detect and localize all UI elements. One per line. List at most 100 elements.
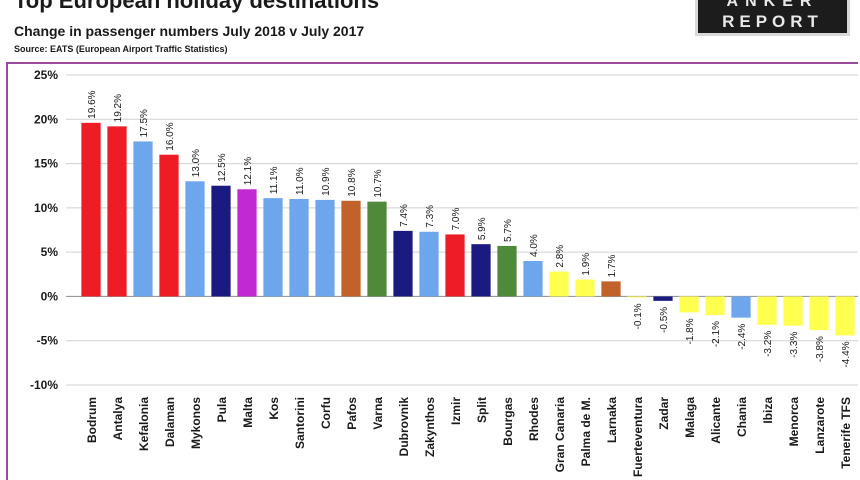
bar	[653, 296, 673, 301]
bar	[237, 189, 257, 297]
value-label: 7.3%	[425, 205, 436, 228]
value-label: -0.1%	[633, 303, 644, 329]
value-label: -2.4%	[737, 324, 748, 350]
category-label: Pafos	[345, 397, 359, 430]
y-tick-label: -10%	[30, 378, 58, 392]
y-tick-label: 25%	[34, 68, 58, 82]
y-tick-label: 5%	[41, 245, 59, 259]
value-label: -4.4%	[841, 341, 852, 367]
category-label: Fuerteventura	[631, 397, 645, 477]
plot-border	[6, 62, 858, 480]
value-label: 2.8%	[555, 245, 566, 268]
bar	[419, 231, 439, 297]
bar	[497, 245, 517, 297]
category-label: Rhodes	[527, 397, 541, 441]
value-label: -2.1%	[711, 321, 722, 347]
bar	[523, 261, 543, 297]
value-label: 16.0%	[165, 122, 176, 150]
value-label: 4.0%	[529, 234, 540, 257]
bar	[315, 199, 335, 297]
bar	[731, 296, 751, 318]
category-label: Varna	[371, 397, 385, 430]
value-label: 10.7%	[373, 169, 384, 197]
bar	[445, 234, 465, 297]
category-label: Ibiza	[761, 397, 775, 424]
value-label: 12.1%	[243, 157, 254, 185]
bar	[133, 141, 153, 297]
value-label: 17.5%	[139, 109, 150, 137]
bar	[289, 199, 309, 297]
category-label: Corfu	[319, 397, 333, 429]
category-label: Pula	[215, 397, 229, 423]
bar	[809, 296, 829, 331]
category-label: Lanzarote	[813, 397, 827, 454]
value-label: -3.8%	[815, 336, 826, 362]
y-tick-label: 15%	[34, 157, 58, 171]
y-tick-label: 20%	[34, 112, 58, 126]
category-label: Alicante	[709, 397, 723, 444]
category-label: Bodrum	[85, 397, 99, 443]
value-label: 10.9%	[321, 167, 332, 195]
value-label: 13.0%	[191, 149, 202, 177]
anker-report-logo: ANKER REPORT	[695, 0, 850, 36]
chart-title: Top European holiday destinations	[14, 0, 380, 13]
bar	[211, 185, 231, 297]
category-label: Santorini	[293, 397, 307, 449]
category-label: Dalaman	[163, 397, 177, 447]
category-label: Izmir	[449, 397, 463, 425]
value-label: 10.8%	[347, 168, 358, 196]
value-label: 11.0%	[295, 167, 306, 195]
category-label: Malaga	[683, 397, 697, 438]
value-label: -0.5%	[659, 307, 670, 333]
category-label: Larnaka	[605, 397, 619, 443]
value-label: 7.4%	[399, 204, 410, 227]
category-label: Menorca	[787, 397, 801, 447]
category-label: Mykonos	[189, 397, 203, 449]
y-tick-label: 0%	[41, 289, 59, 303]
bar	[705, 296, 725, 316]
category-label: Zadar	[657, 397, 671, 430]
chart-subtitle: Change in passenger numbers July 2018 v …	[14, 23, 365, 39]
category-label: Bourgas	[501, 397, 515, 446]
chart-source: Source: EATS (European Airport Traffic S…	[14, 44, 228, 54]
bar	[263, 198, 283, 297]
category-label: Dubrovnik	[397, 397, 411, 457]
bar	[757, 296, 777, 325]
bar	[367, 201, 387, 297]
y-tick-label: -5%	[37, 334, 59, 348]
value-label: 7.0%	[451, 208, 462, 231]
category-label: Zakynthos	[423, 397, 437, 457]
bar	[107, 126, 127, 297]
value-label: -3.3%	[789, 332, 800, 358]
value-label: -3.2%	[763, 331, 774, 357]
category-label: Antalya	[111, 397, 125, 441]
bar	[471, 244, 491, 297]
value-label: 11.1%	[269, 166, 280, 194]
value-label: 5.7%	[503, 219, 514, 242]
bar	[159, 154, 179, 297]
value-label: 19.2%	[113, 94, 124, 122]
bar	[185, 181, 205, 297]
category-label: Palma de M.	[579, 397, 593, 466]
bar	[81, 122, 101, 297]
category-label: Malta	[241, 397, 255, 428]
value-label: 19.6%	[87, 90, 98, 118]
bar	[627, 296, 647, 298]
category-label: Chania	[735, 397, 749, 437]
category-label: Kos	[267, 397, 281, 420]
bar	[601, 281, 621, 297]
y-tick-label: 10%	[34, 201, 58, 215]
bar	[679, 296, 699, 313]
category-label: Kefalonia	[137, 397, 151, 451]
category-label: Tenerife TFS	[839, 397, 853, 469]
bar	[549, 271, 569, 297]
bar	[835, 296, 855, 336]
value-label: 1.7%	[607, 254, 618, 277]
category-label: Gran Canaria	[553, 397, 567, 473]
bar	[575, 279, 595, 297]
value-label: 5.9%	[477, 217, 488, 240]
bar	[783, 296, 803, 326]
bar	[393, 230, 413, 297]
